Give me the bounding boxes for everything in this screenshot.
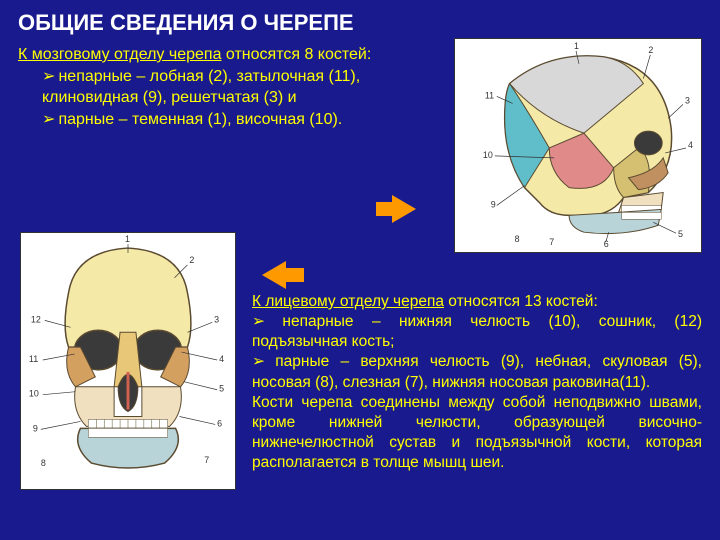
svg-text:4: 4	[688, 140, 693, 150]
cerebral-intro-rest: относятся 8 костей:	[221, 46, 371, 63]
svg-text:11: 11	[29, 354, 38, 364]
svg-text:6: 6	[217, 418, 222, 428]
svg-text:8: 8	[515, 234, 520, 244]
facial-section-text: К лицевому отделу черепа относятся 13 ко…	[252, 292, 702, 473]
svg-text:2: 2	[189, 255, 194, 265]
svg-text:9: 9	[33, 423, 38, 433]
bullet-icon: ➢	[252, 352, 264, 372]
arrow-left-icon	[262, 261, 286, 289]
skull-front-diagram: 1 2 3 4 5 6 7 8 9 10 11 12	[20, 232, 236, 490]
svg-text:7: 7	[204, 455, 209, 465]
slide-title: ОБЩИЕ СВЕДЕНИЯ О ЧЕРЕПЕ	[18, 10, 702, 36]
bullet-icon: ➢	[252, 312, 264, 332]
svg-text:10: 10	[483, 150, 493, 160]
svg-text:5: 5	[678, 229, 683, 239]
svg-text:1: 1	[574, 41, 579, 51]
facial-intro-rest: относятся 13 костей:	[444, 293, 598, 310]
svg-text:3: 3	[685, 95, 690, 105]
cerebral-intro-underline: К мозговому отделу черепа	[18, 46, 221, 63]
svg-text:4: 4	[219, 354, 224, 364]
cerebral-section-text: К мозговому отделу черепа относятся 8 ко…	[18, 44, 438, 130]
facial-bullet-1: непарные – нижняя челюсть (10), сошник, …	[252, 313, 702, 350]
cerebral-bullet-2: парные – теменная (1), височная (10).	[58, 111, 342, 128]
facial-intro-underline: К лицевому отделу черепа	[252, 293, 444, 310]
svg-text:10: 10	[29, 389, 39, 399]
svg-text:9: 9	[491, 199, 496, 209]
svg-text:11: 11	[485, 90, 494, 100]
svg-text:2: 2	[648, 45, 653, 55]
bullet-icon: ➢	[42, 66, 54, 88]
svg-text:1: 1	[125, 234, 130, 244]
facial-paragraph: Кости черепа соединены между собой непод…	[252, 394, 702, 471]
svg-text:5: 5	[219, 384, 224, 394]
svg-text:7: 7	[549, 237, 554, 247]
cerebral-bullet-1: непарные – лобная (2), затылочная (11), …	[42, 68, 360, 107]
bullet-icon: ➢	[42, 109, 54, 131]
arrow-right-icon	[392, 195, 416, 223]
svg-text:3: 3	[214, 314, 219, 324]
svg-text:12: 12	[31, 314, 41, 324]
svg-text:8: 8	[41, 458, 46, 468]
skull-lateral-diagram: 1 2 3 4 5 6 7 8 9 10 11	[454, 38, 702, 253]
facial-bullet-2: парные – верхняя челюсть (9), небная, ск…	[252, 353, 702, 390]
